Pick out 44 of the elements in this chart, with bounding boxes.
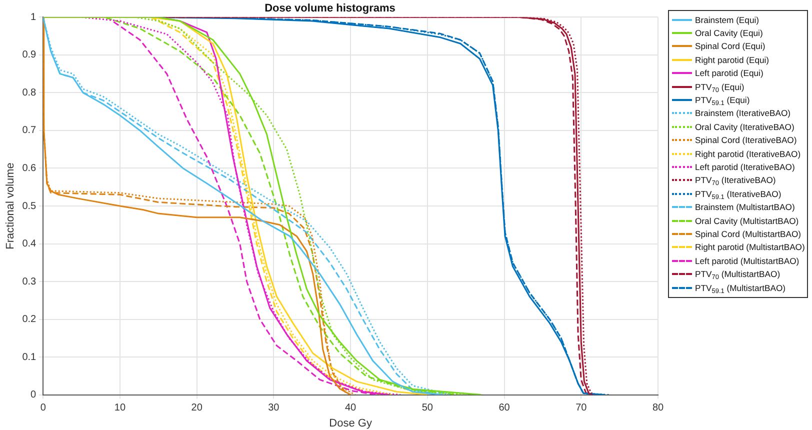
- y-tick-label: 0.2: [22, 314, 37, 326]
- x-tick-label: 60: [498, 402, 510, 414]
- y-tick-label: 0.9: [22, 50, 37, 61]
- x-tick-label: 20: [191, 402, 203, 414]
- legend-label: PTV$_{70}$ (MultistartBAO): [695, 269, 780, 282]
- legend-label: Right parotid (MultistartBAO): [695, 242, 805, 252]
- y-tick-label: 0.7: [22, 125, 37, 136]
- legend-label: Left parotid (MultistartBAO): [695, 256, 800, 266]
- y-axis-title: Fractional volume: [4, 162, 17, 250]
- legend-label: Brainstem (IterativeBAO): [695, 108, 791, 118]
- legend-label: Brainstem (MultistartBAO): [695, 202, 795, 212]
- legend-label: Oral Cavity (Equi): [695, 28, 763, 38]
- y-tick-label: 0.3: [22, 276, 37, 288]
- x-tick-label: 50: [422, 402, 434, 414]
- x-tick-label: 0: [40, 402, 46, 414]
- x-tick-label: 30: [268, 402, 280, 414]
- legend-label: PTV$_{59.1}$ (IterativeBAO): [695, 188, 782, 201]
- legend-label: PTV$_{59.1}$ (MultistartBAO): [695, 282, 786, 294]
- legend-label: PTV$_{70}$ (IterativeBAO): [695, 175, 776, 188]
- legend-label: Left parotid (IterativeBAO): [695, 162, 795, 172]
- legend-label: Brainstem (Equi): [695, 14, 759, 25]
- y-tick-label: 0.4: [22, 238, 37, 250]
- x-tick-label: 70: [576, 402, 588, 414]
- legend-label: Right parotid (IterativeBAO): [695, 148, 801, 159]
- legend-label: PTV$_{70}$ (Equi): [695, 82, 744, 94]
- y-tick-label: 0.8: [22, 87, 37, 98]
- legend-label: Left parotid (Equi): [695, 68, 764, 78]
- legend-label: Spinal Cord (IterativeBAO): [695, 135, 797, 146]
- legend-label: PTV$_{59.1}$ (Equi): [695, 95, 750, 108]
- legend-label: Spinal Cord (MultistartBAO): [695, 228, 802, 239]
- y-tick-label: 0.5: [22, 200, 37, 212]
- legend-label: Oral Cavity (MultistartBAO): [695, 216, 799, 226]
- y-tick-label: 0.1: [22, 352, 37, 363]
- chart-title: Dose volume histograms: [264, 2, 396, 15]
- y-tick-label: 0.6: [22, 162, 37, 174]
- x-tick-label: 80: [652, 402, 664, 414]
- legend-label: Spinal Cord (Equi): [695, 41, 766, 52]
- x-tick-label: 40: [344, 402, 357, 414]
- y-tick-label: 0: [30, 390, 37, 401]
- x-tick-label: 10: [114, 402, 126, 414]
- legend-label: Oral Cavity (IterativeBAO): [695, 122, 794, 132]
- legend-label: Right parotid (Equi): [695, 54, 770, 65]
- y-tick-label: 1: [30, 12, 37, 23]
- x-axis-title: Dose Gy: [329, 417, 372, 430]
